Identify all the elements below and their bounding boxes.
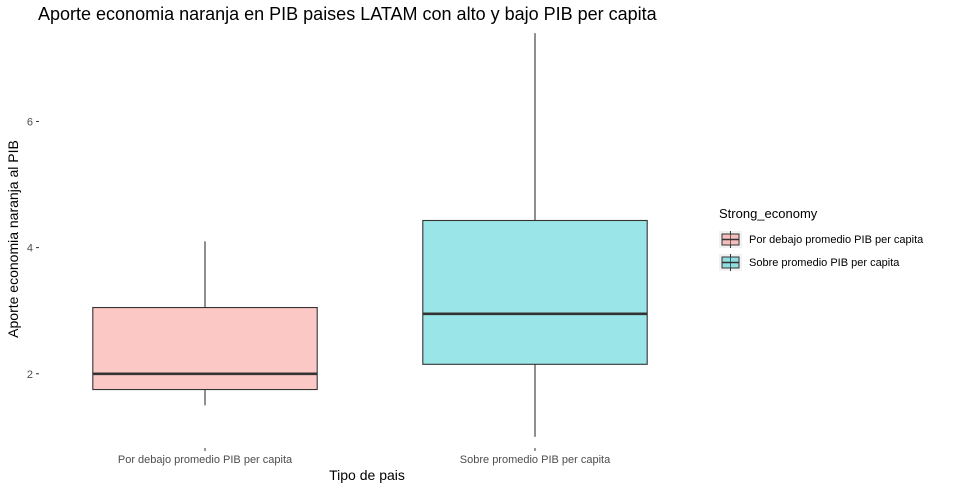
legend-item: Por debajo promedio PIB per capita xyxy=(719,231,924,248)
x-tick-label: Por debajo promedio PIB per capita xyxy=(118,454,293,466)
legend-items: Por debajo promedio PIB per capita Sobre … xyxy=(719,231,924,271)
boxes xyxy=(92,33,648,437)
y-axis-title: Aporte economia naranja al PIB xyxy=(5,140,21,338)
y-tick-label: 6 xyxy=(27,116,33,128)
box-iqr xyxy=(92,306,318,391)
y-axis: 2 4 6 xyxy=(27,116,39,381)
x-tick-label: Sobre promedio PIB per capita xyxy=(460,454,611,466)
legend: Strong_economy Por debajo promedio PIB p… xyxy=(719,206,924,271)
chart-title: Aporte economia naranja en PIB paises LA… xyxy=(38,4,658,24)
box-iqr xyxy=(422,219,648,365)
x-axis: Por debajo promedio PIB per capita Sobre … xyxy=(118,448,611,466)
legend-label: Por debajo promedio PIB per capita xyxy=(749,234,924,246)
legend-label: Sobre promedio PIB per capita xyxy=(749,257,900,269)
legend-item: Sobre promedio PIB per capita xyxy=(719,254,900,271)
box-group xyxy=(422,33,648,437)
legend-title: Strong_economy xyxy=(719,206,818,221)
x-axis-title: Tipo de pais xyxy=(329,467,405,483)
y-tick-label: 2 xyxy=(27,369,33,381)
box-group xyxy=(92,241,318,406)
y-tick-label: 4 xyxy=(27,243,33,255)
